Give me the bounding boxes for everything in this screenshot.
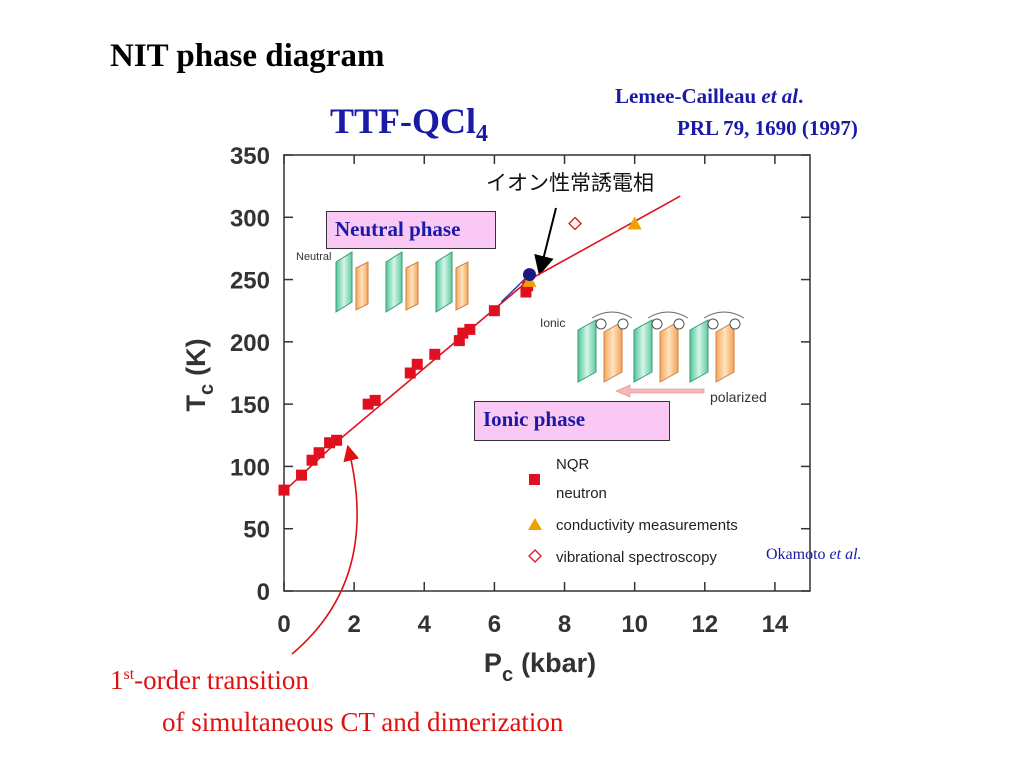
slide-title: NIT phase diagram (110, 38, 385, 74)
x-tick-label: 0 (277, 611, 290, 638)
reference-journal: PRL 79, 1690 (1997) (677, 116, 858, 140)
data-point-square (411, 358, 423, 370)
x-axis-ticks: 0 2 4 6 8 10 12 14 (277, 155, 789, 638)
legend: NQR neutron conductivity measurements vi… (528, 456, 738, 566)
data-point-square (296, 469, 308, 481)
plot-frame (283, 154, 811, 592)
okamoto-etal: et al. (829, 546, 862, 563)
blue-boundary-segment (500, 274, 531, 303)
y-tick-label: 100 (230, 454, 270, 481)
x-tick-label: 2 (347, 611, 360, 638)
reference-citation: Lemee-Cailleau et al. PRL 79, 1690 (1997… (615, 80, 865, 144)
polarized-label: polarized (710, 389, 767, 405)
data-point-square (453, 335, 465, 347)
ionic-small-label: Ionic (540, 316, 565, 330)
transition-arrow (291, 444, 360, 655)
legend-marker-diamond (528, 549, 542, 563)
transition-line2: of simultaneous CT and dimerization (162, 707, 564, 737)
data-point-square (331, 434, 343, 446)
data-point-square (362, 398, 374, 410)
transition-annotation: 1st-order transition of simultaneous CT … (110, 654, 563, 743)
data-point-square (369, 394, 381, 406)
y-tick-label: 0 (257, 579, 270, 606)
legend-marker-square (529, 474, 540, 485)
japanese-annotation: イオン性常誘電相 (486, 172, 654, 195)
legend-label-neutron: neutron (556, 485, 607, 502)
legend-label-vibrational: vibrational spectroscopy (556, 549, 717, 566)
data-point-square (404, 367, 416, 379)
transition-line1-pre: 1 (110, 665, 124, 695)
data-point-triangle (627, 216, 642, 230)
x-tick-label: 6 (488, 611, 501, 638)
data-point-square (313, 447, 325, 459)
data-point-diamond-open (568, 216, 582, 231)
data-point-square (324, 437, 336, 449)
okamoto-author: Okamoto (766, 546, 830, 563)
y-axis-label: Tc(K) (181, 338, 218, 411)
y-tick-label: 250 (230, 268, 270, 295)
transition-line1-sup: st (123, 666, 135, 683)
compound-name: TTF-QCl4 (330, 100, 488, 148)
y-axis-ticks: 0 50 100 150 200 250 300 350 (230, 143, 810, 606)
reference-author: Lemee-Cailleau (615, 84, 762, 108)
compound-subscript: 4 (476, 121, 489, 148)
x-tick-label: 8 (558, 611, 571, 638)
x-tick-label: 4 (418, 611, 432, 638)
data-point-circle (522, 268, 536, 282)
x-tick-label: 12 (691, 611, 718, 638)
data-point-square (429, 348, 441, 360)
data-point-square (457, 327, 469, 339)
y-tick-label: 300 (230, 205, 270, 232)
data-point-square (464, 323, 476, 335)
x-tick-label: 10 (621, 611, 648, 638)
reference-etal: et al (761, 84, 799, 108)
legend-marker-triangle (528, 518, 542, 530)
data-point-square (520, 286, 532, 298)
ionic-phase-label: Ionic phase (474, 401, 670, 441)
legend-label-conductivity: conductivity measurements (556, 517, 738, 534)
y-tick-label: 50 (243, 517, 270, 544)
japanese-annotation-arrow (534, 207, 557, 276)
okamoto-citation: Okamoto et al. (766, 546, 862, 564)
compound-main: TTF-QCl (330, 101, 477, 141)
data-point-square (306, 454, 318, 466)
neutral-molecules-illustration (335, 251, 469, 313)
ionic-molecules-illustration (577, 311, 745, 398)
y-tick-label: 150 (230, 392, 270, 419)
y-tick-label: 350 (230, 143, 270, 170)
legend-label-nqr: NQR (556, 456, 590, 473)
data-point-square (278, 484, 290, 496)
reference-dot: . (798, 84, 804, 108)
x-axis-label: Pc (kbar) (484, 648, 596, 686)
neutral-phase-label: Neutral phase (326, 211, 496, 249)
data-point-square (488, 305, 500, 317)
transition-line1-post: -order transition (134, 665, 309, 695)
neutral-small-label: Neutral (296, 251, 331, 263)
y-tick-label: 200 (230, 330, 270, 357)
data-points (278, 216, 642, 496)
x-tick-label: 14 (762, 611, 789, 638)
